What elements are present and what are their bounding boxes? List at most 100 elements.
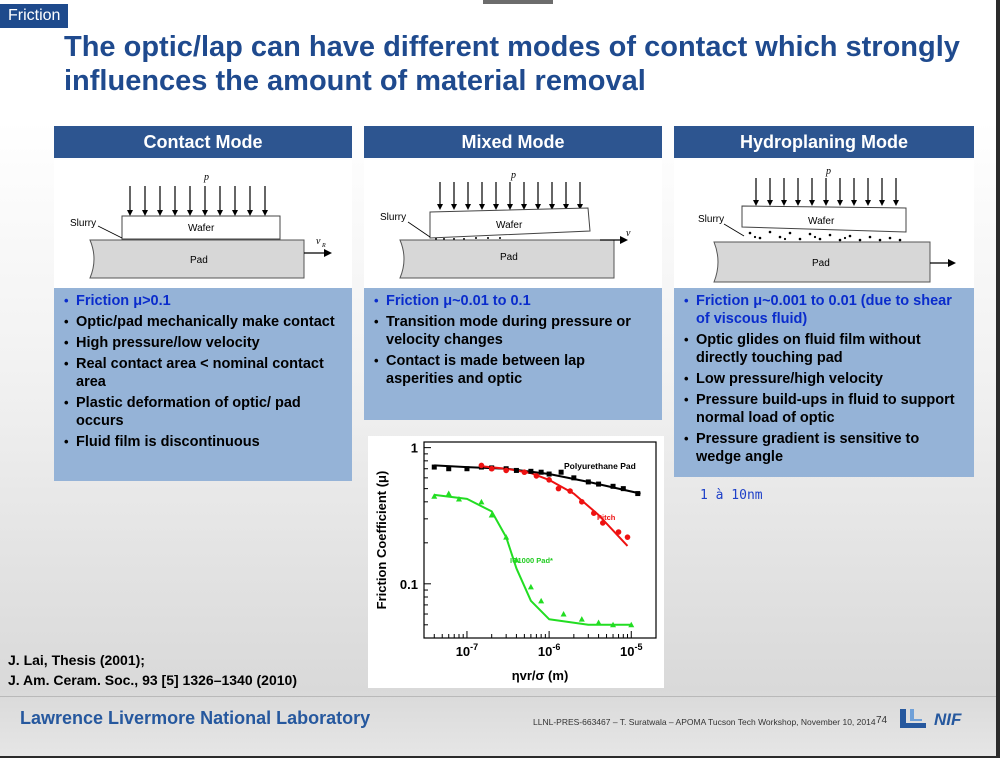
pad bbox=[89, 239, 305, 279]
bullet-item: Fluid film is discontinuous bbox=[64, 433, 346, 451]
top-notch bbox=[483, 0, 553, 4]
mixed-mode-bullets: Friction μ~0.01 to 0.1 Transition mode d… bbox=[364, 288, 662, 420]
bullet-item: Friction μ~0.001 to 0.01 (due to shear o… bbox=[684, 292, 968, 328]
wafer-label: Wafer bbox=[188, 223, 215, 234]
data-point bbox=[538, 469, 544, 475]
data-point bbox=[591, 510, 597, 517]
pressure-arrows bbox=[755, 178, 897, 202]
data-point bbox=[488, 512, 495, 518]
pressure-arrows bbox=[129, 186, 266, 212]
bullet-item: High pressure/low velocity bbox=[64, 334, 346, 352]
wafer-label: Wafer bbox=[808, 216, 835, 227]
velocity-arrowhead bbox=[324, 249, 332, 257]
bullet-item: Optic/pad mechanically make contact bbox=[64, 313, 346, 331]
pressure-arrowheads bbox=[127, 210, 268, 216]
bullet-item: Optic glides on fluid film without direc… bbox=[684, 331, 968, 367]
pad bbox=[713, 241, 931, 283]
data-point bbox=[624, 534, 631, 540]
pad-label: Pad bbox=[500, 252, 518, 263]
contact-mode-schematic: p Wafer Slurry Pad v R bbox=[70, 172, 332, 279]
data-point bbox=[533, 473, 540, 479]
data-point bbox=[610, 483, 616, 489]
data-point bbox=[527, 583, 534, 590]
page-number: 74 bbox=[876, 715, 888, 726]
data-point bbox=[585, 479, 591, 485]
nif-logo: NIF bbox=[900, 709, 962, 729]
data-point bbox=[610, 621, 617, 628]
y-tick-label: 0.1 bbox=[400, 577, 418, 592]
data-point bbox=[571, 475, 577, 481]
section-tag: Friction bbox=[0, 4, 69, 28]
llnl-logo-mark bbox=[900, 709, 926, 728]
slurry-leader bbox=[723, 223, 745, 237]
window-edge-bottom bbox=[0, 756, 1000, 758]
data-point bbox=[488, 465, 495, 472]
references: J. Lai, Thesis (2001); J. Am. Ceram. Soc… bbox=[8, 650, 297, 690]
footer-divider bbox=[0, 696, 996, 697]
hydroplaning-mode-header: Hydroplaning Mode bbox=[674, 126, 974, 158]
data-point bbox=[513, 467, 519, 473]
bullet-item: Contact is made between lap asperities a… bbox=[374, 352, 656, 388]
slide-title: The optic/lap can have different modes o… bbox=[64, 31, 960, 97]
pad bbox=[399, 239, 615, 279]
wafer bbox=[121, 215, 281, 240]
data-point bbox=[599, 520, 606, 526]
wafer-label: Wafer bbox=[496, 220, 523, 231]
bullet-item: Real contact area < nominal contact area bbox=[64, 355, 346, 391]
velocity-subscript: R bbox=[321, 243, 326, 249]
data-point bbox=[538, 597, 545, 604]
data-point bbox=[431, 493, 438, 499]
pad-label: Pad bbox=[190, 255, 208, 266]
mixed-mode-schematic: p Wafer Slurry Pad bbox=[380, 170, 631, 279]
llnl-logo-mark-inner bbox=[910, 709, 922, 721]
data-point bbox=[567, 488, 573, 494]
bullet-item: Pressure build-ups in fluid to support n… bbox=[684, 391, 968, 427]
series-label: IC1000 Pad* bbox=[510, 556, 553, 565]
pressure-label: p bbox=[825, 166, 831, 177]
y-tick-label: 1 bbox=[411, 441, 418, 456]
contact-mode-bullets: Friction μ>0.1 Optic/pad mechanically ma… bbox=[54, 288, 352, 481]
data-point bbox=[595, 619, 602, 625]
x-tick-label: 10-7 bbox=[456, 642, 478, 659]
slurry-label: Slurry bbox=[698, 214, 724, 225]
contact-mode-diagram: p Wafer Slurry Pad v R bbox=[54, 160, 352, 288]
window-edge-right bbox=[996, 0, 1000, 758]
pressure-label: p bbox=[203, 172, 209, 183]
data-point bbox=[620, 486, 626, 492]
wafer bbox=[429, 207, 591, 239]
x-axis-label: ηvr/σ (m) bbox=[512, 668, 569, 683]
hydroplaning-mode-diagram: p Wafer Slurry bbox=[674, 160, 974, 288]
pressure-arrows bbox=[439, 182, 581, 206]
data-point bbox=[579, 499, 585, 505]
data-point bbox=[555, 485, 562, 492]
data-point bbox=[528, 468, 534, 474]
data-point bbox=[560, 611, 567, 617]
velocity-label: v bbox=[316, 236, 321, 247]
hydroplaning-mode-bullets: Friction μ~0.001 to 0.01 (due to shear o… bbox=[674, 288, 974, 477]
nif-logo-text: NIF bbox=[934, 710, 962, 729]
pressure-arrowheads bbox=[437, 204, 583, 210]
data-point bbox=[635, 491, 641, 497]
slurry-label: Slurry bbox=[70, 218, 96, 229]
data-point bbox=[546, 471, 552, 477]
reference-line: J. Am. Ceram. Soc., 93 [5] 1326–1340 (20… bbox=[8, 672, 297, 688]
data-point bbox=[513, 556, 520, 563]
wafer bbox=[741, 205, 907, 233]
bullet-item: Plastic deformation of optic/ pad occurs bbox=[64, 394, 346, 430]
bullet-item: Transition mode during pressure or veloc… bbox=[374, 313, 656, 349]
data-point bbox=[596, 481, 602, 487]
data-point bbox=[558, 469, 564, 475]
mixed-mode-header: Mixed Mode bbox=[364, 126, 662, 158]
film-thickness-note: 1 à 10nm bbox=[700, 488, 763, 503]
slurry-label: Slurry bbox=[380, 212, 406, 223]
hydroplaning-mode-schematic: p Wafer Slurry bbox=[698, 166, 956, 283]
mixed-mode-diagram: p Wafer Slurry Pad bbox=[364, 160, 662, 288]
bullet-item: Friction μ~0.01 to 0.1 bbox=[374, 292, 656, 310]
x-tick-label: 10-6 bbox=[538, 642, 560, 659]
bullet-item: Friction μ>0.1 bbox=[64, 292, 346, 310]
slurry-leader bbox=[97, 225, 123, 239]
velocity-arrowhead bbox=[948, 259, 956, 267]
data-point bbox=[503, 467, 509, 474]
data-point bbox=[628, 621, 635, 628]
